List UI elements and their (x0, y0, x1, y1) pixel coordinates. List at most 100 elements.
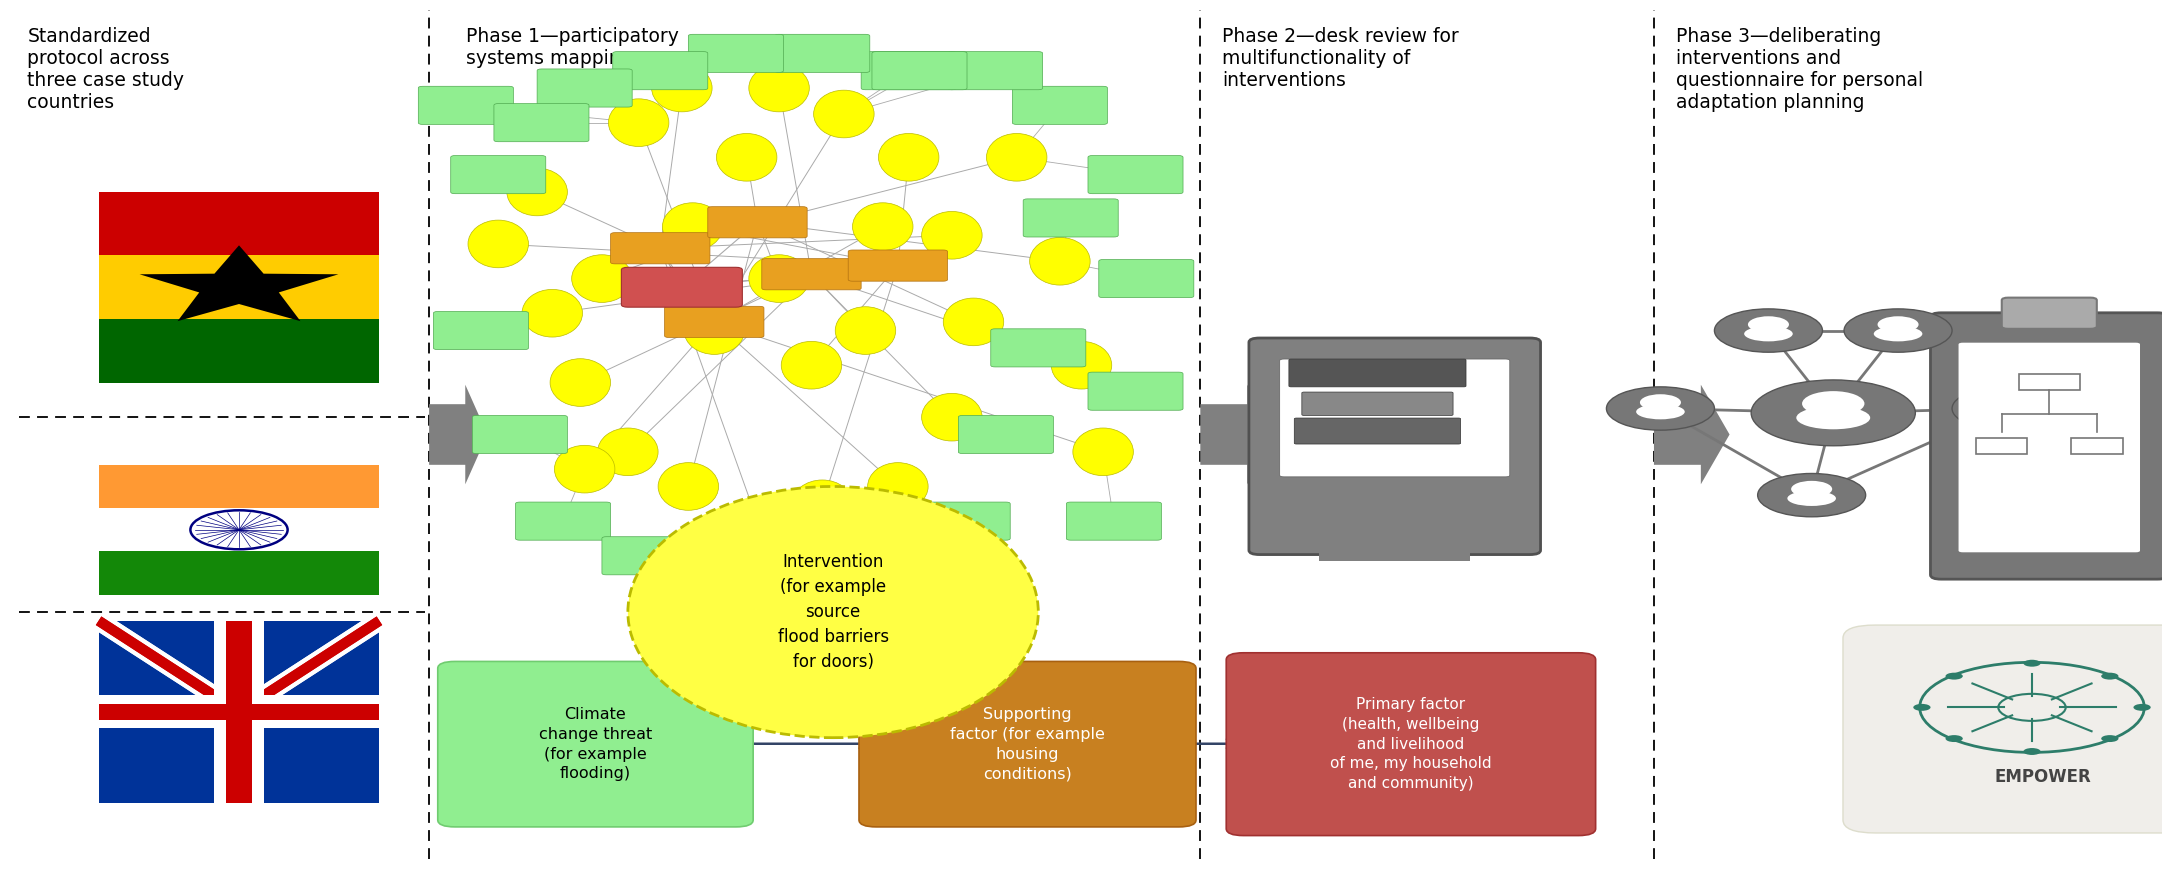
Text: Standardized
protocol across
three case study
countries: Standardized protocol across three case … (28, 28, 184, 112)
FancyBboxPatch shape (1248, 338, 1540, 554)
Ellipse shape (748, 255, 809, 302)
FancyBboxPatch shape (688, 34, 783, 72)
FancyBboxPatch shape (601, 537, 696, 574)
Circle shape (2022, 660, 2040, 667)
FancyBboxPatch shape (610, 233, 709, 264)
Ellipse shape (943, 298, 1004, 346)
FancyBboxPatch shape (1843, 625, 2163, 833)
Ellipse shape (716, 134, 777, 181)
Ellipse shape (1981, 404, 2031, 420)
Ellipse shape (662, 202, 722, 250)
Text: Phase 2—desk review for
multifunctionality of
interventions: Phase 2—desk review for multifunctionali… (1222, 28, 1458, 90)
FancyBboxPatch shape (1302, 392, 1454, 415)
Bar (99, 695, 379, 728)
Ellipse shape (467, 220, 528, 268)
FancyBboxPatch shape (1066, 502, 1162, 541)
Ellipse shape (986, 134, 1047, 181)
Bar (99, 255, 379, 319)
Ellipse shape (921, 394, 982, 441)
FancyBboxPatch shape (417, 86, 513, 124)
Bar (99, 465, 379, 508)
Ellipse shape (1635, 404, 1685, 420)
FancyBboxPatch shape (1023, 199, 1118, 237)
Text: EMPOWER: EMPOWER (1994, 767, 2092, 786)
FancyBboxPatch shape (1289, 359, 1467, 387)
Circle shape (1759, 474, 1867, 517)
Polygon shape (428, 385, 487, 484)
Ellipse shape (1073, 428, 1133, 475)
Bar (227, 620, 251, 803)
Bar (99, 319, 379, 382)
Circle shape (1640, 395, 1681, 411)
FancyBboxPatch shape (515, 502, 610, 541)
FancyBboxPatch shape (664, 306, 764, 337)
Bar (2018, 375, 2079, 390)
Circle shape (1607, 387, 1715, 430)
Polygon shape (1655, 385, 1730, 484)
FancyBboxPatch shape (1293, 418, 1460, 444)
FancyBboxPatch shape (1099, 260, 1194, 298)
FancyBboxPatch shape (872, 51, 967, 90)
Ellipse shape (521, 289, 582, 337)
Circle shape (2100, 673, 2118, 680)
Ellipse shape (597, 428, 658, 475)
Circle shape (1845, 308, 1951, 352)
Ellipse shape (835, 307, 895, 355)
Bar (1382, 536, 1408, 556)
Bar (99, 620, 379, 803)
Circle shape (1945, 735, 1962, 742)
Text: Supporting
factor (for example
housing
conditions): Supporting factor (for example housing c… (950, 707, 1105, 781)
FancyBboxPatch shape (839, 537, 934, 574)
Circle shape (1945, 673, 1962, 680)
Ellipse shape (1873, 326, 1923, 342)
Ellipse shape (727, 497, 787, 545)
FancyBboxPatch shape (707, 207, 807, 238)
FancyBboxPatch shape (450, 156, 545, 194)
Ellipse shape (506, 168, 567, 216)
FancyBboxPatch shape (947, 51, 1043, 90)
FancyBboxPatch shape (1012, 86, 1107, 124)
Circle shape (1986, 395, 2027, 411)
Ellipse shape (921, 211, 982, 259)
FancyBboxPatch shape (915, 502, 1010, 541)
Ellipse shape (867, 462, 928, 510)
Circle shape (1748, 316, 1789, 333)
FancyBboxPatch shape (848, 250, 947, 282)
Ellipse shape (684, 307, 744, 355)
Text: Intervention
(for example
source
flood barriers
for doors): Intervention (for example source flood b… (777, 553, 889, 671)
FancyBboxPatch shape (621, 268, 742, 307)
Polygon shape (141, 245, 337, 322)
Bar (1977, 438, 2027, 454)
FancyBboxPatch shape (859, 661, 1196, 827)
Circle shape (1752, 380, 1916, 446)
Text: Primary factor
(health, wellbeing
and livelihood
of me, my household
and communi: Primary factor (health, wellbeing and li… (1330, 697, 1492, 792)
Bar (99, 508, 379, 552)
FancyBboxPatch shape (493, 103, 588, 142)
Ellipse shape (549, 359, 610, 407)
FancyBboxPatch shape (761, 259, 861, 290)
Polygon shape (1200, 385, 1276, 484)
Ellipse shape (878, 134, 939, 181)
Circle shape (1951, 387, 2059, 430)
Ellipse shape (1787, 491, 1836, 506)
FancyBboxPatch shape (764, 546, 859, 583)
Bar (1319, 542, 1471, 561)
FancyBboxPatch shape (861, 51, 956, 90)
Bar (99, 552, 379, 594)
FancyBboxPatch shape (472, 415, 567, 454)
Ellipse shape (1051, 342, 1112, 389)
FancyBboxPatch shape (437, 661, 753, 827)
Ellipse shape (1743, 326, 1793, 342)
Ellipse shape (554, 445, 614, 493)
Ellipse shape (1030, 237, 1090, 285)
Circle shape (2100, 735, 2118, 742)
Ellipse shape (748, 64, 809, 112)
Circle shape (1791, 481, 1832, 497)
FancyBboxPatch shape (1088, 372, 1183, 410)
FancyBboxPatch shape (1929, 313, 2163, 579)
Ellipse shape (571, 255, 632, 302)
Text: Phase 1—participatory
systems mapping: Phase 1—participatory systems mapping (465, 28, 679, 69)
Circle shape (2133, 704, 2150, 711)
Text: Phase 3—deliberating
interventions and
questionnaire for personal
adaptation pla: Phase 3—deliberating interventions and q… (1676, 28, 1923, 112)
Circle shape (1802, 391, 1865, 416)
